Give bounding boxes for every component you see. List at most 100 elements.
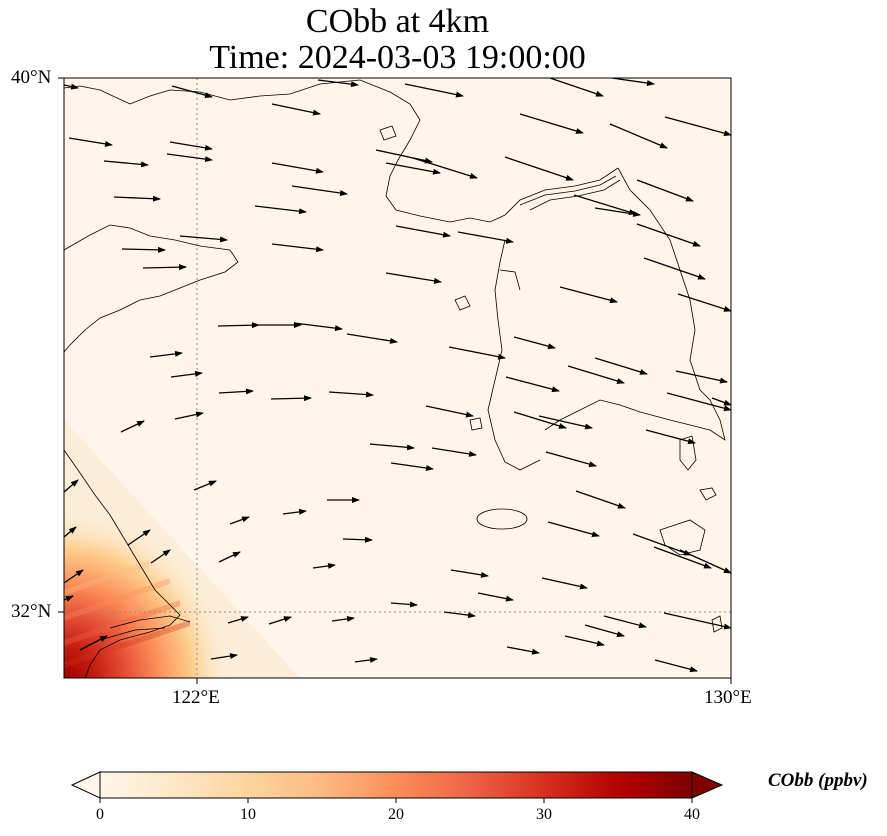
wind-vector-arrow [271,162,324,174]
wind-vector-arrow [354,656,378,663]
wind-vector-arrow [331,615,355,622]
wind-vector-arrow [643,257,706,280]
wind-vector-arrow [390,462,434,471]
wind-vector-arrow [675,370,728,384]
wind-vector-arrow [121,246,166,253]
wind-vector-arrow [254,205,307,215]
wind-vector-arrow [677,293,731,312]
wind-vector-arrow [632,533,692,556]
lat-label-32n: 32°N [11,601,52,622]
colorbar-tick-label-30: 30 [536,806,552,823]
wind-vector-arrow [229,516,250,525]
wind-vector-arrow [120,420,145,433]
wind-vector-arrow [636,179,694,202]
wind-vector-arrow [64,479,79,493]
wind-vector-arrow [217,322,260,329]
wind-vector-arrow [504,156,574,181]
wind-vector-arrow [594,207,641,217]
wind-vector-arrow [450,569,489,578]
wind-vector-arrow [68,137,113,147]
wind-vector-arrow [64,526,77,538]
wind-vector-arrow [663,612,731,630]
wind-vector-arrow [513,411,567,429]
wind-vector-arrow [404,83,464,98]
wind-vector-arrow [79,635,108,651]
wind-vector-arrow [270,395,312,402]
wind-vector-arrow [609,123,668,149]
wind-vector-arrow [210,653,238,660]
wind-vector-arrow [666,392,731,412]
wind-vector-arrow [127,529,151,546]
wind-vector-arrow [375,149,433,164]
wind-vector-arrow [385,272,442,284]
wind-vector-arrow [477,592,514,602]
map-frame [63,77,732,679]
wind-vector-arrow [149,350,183,358]
wind-vector-arrow [166,153,213,163]
wind-vector-arrow [541,577,588,590]
wind-vector-arrow [317,79,359,88]
wind-vector-arrow [594,357,648,375]
colorbar-tick-label-20: 20 [388,806,404,823]
colorbar-body [100,772,692,798]
wind-vector-arrow [64,569,84,584]
wind-vector-arrow [679,549,731,574]
colorbar-tick-label-10: 10 [240,806,256,823]
lon-label-122e: 122°E [172,687,220,708]
wind-vector-arrow [603,615,647,629]
wind-vector-arrow [171,85,213,99]
colorbar-ticks [99,798,693,803]
wind-vector-arrow [150,549,171,564]
gridlines [64,78,731,678]
map-time-subtitle: Time: 2024-03-03 19:00:00 [209,39,586,76]
wind-vector-arrow [506,646,540,655]
lon-label-130e: 130°E [704,687,752,708]
wind-vector-arrow [312,562,336,569]
wind-vector-arrow [653,546,712,569]
wind-vector-arrow [567,365,625,384]
wind-vector-arrow [611,78,655,86]
wind-vector-arrow [645,429,696,445]
wind-vector-arrow [664,116,731,137]
wind-vector-arrow [505,376,560,393]
wind-vector-arrow [342,536,373,543]
colorbar-label: CObb (ppbv) [768,770,868,791]
wind-vector-arrow [193,480,217,491]
wind-vector-arrow [170,370,203,378]
wind-vector-arrow [268,616,292,625]
wind-vector-arrow [282,508,307,515]
colorbar [70,771,724,803]
wind-vector-arrow [369,443,415,451]
wind-vector-arrow [636,223,701,247]
wind-vector-arrow [538,415,593,430]
wind-vector-arrow [395,225,451,238]
wind-vector-arrow [545,451,597,468]
wind-vector-arrow [113,195,161,202]
wind-vector-arrow [218,551,241,563]
wind-vector-arrow [293,322,343,332]
wind-vector-arrow [559,286,618,304]
wind-vector-arrow [346,333,398,344]
wind-vector-arrow [443,611,476,619]
wind-vector-arrow [412,157,478,179]
wind-vectors [64,78,731,673]
wind-vector-arrow [549,78,604,97]
wind-vector-arrow [64,595,74,602]
wind-vector-arrow [103,160,149,168]
wind-vector-arrow [513,336,556,350]
wind-vector-arrow [271,103,321,116]
wind-vector-arrow [519,113,584,134]
lat-label-40n: 40°N [11,67,52,88]
wind-vector-arrow [547,521,600,538]
colorbar-tick-label-0: 0 [96,806,104,823]
colorbar-extend-min [70,771,101,799]
wind-vector-arrow [271,243,324,253]
wind-vector-arrow [169,141,213,151]
colorbar-tick-label-40: 40 [684,806,700,823]
axis-ticks [58,77,732,684]
wind-vector-arrow [174,411,204,420]
wind-vector-arrow [179,235,228,243]
wind-vector-arrow [584,624,625,637]
wind-vector-arrow [425,405,474,418]
